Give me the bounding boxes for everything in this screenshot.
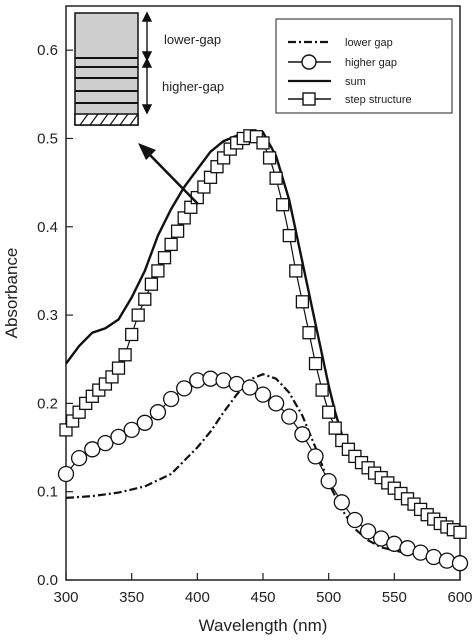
data-point-higher-gap [320,472,337,490]
series-layer [57,129,469,572]
data-point-step-structure [151,264,165,278]
y-ticks: 0.0 0.1 0.2 0.3 0.4 0.5 0.6 [37,42,73,589]
data-point-higher-gap [149,404,167,421]
x-tick-label: 600 [447,589,472,606]
data-point-higher-gap [294,426,311,443]
inset-box [74,12,139,126]
lower-gap-double-arrow [141,11,153,62]
data-point-step-structure [282,228,296,243]
data-point-higher-gap [110,428,127,446]
y-tick-label: 0.4 [37,219,58,236]
data-point-step-structure [170,224,185,238]
y-tick-label: 0.5 [37,130,58,147]
data-point-step-structure [315,383,329,397]
data-point-higher-gap [254,386,272,403]
y-tick-label: 0.1 [37,484,58,501]
y-axis-label: Absorbance [2,248,21,339]
data-point-higher-gap [70,449,88,467]
data-point-higher-gap [162,390,180,408]
data-point-step-structure [262,151,277,165]
data-point-step-structure [138,292,152,306]
data-point-step-structure [276,198,290,212]
data-point-higher-gap [267,395,285,412]
x-tick-label: 500 [316,589,341,606]
x-tick-label: 550 [382,589,407,606]
data-point-step-structure [295,295,310,309]
legend-label-sum: sum [345,76,366,88]
data-point-higher-gap [333,494,350,511]
data-point-step-structure [453,525,467,539]
data-point-step-structure [111,361,126,375]
data-point-step-structure [256,136,270,150]
legend-label-step-structure: step structure [345,94,412,106]
data-point-step-structure [144,277,159,291]
inset-diagram: lower-gap higher-gap [74,11,224,126]
data-point-higher-gap [84,441,101,458]
x-tick-label: 400 [185,589,210,606]
higher-gap-double-arrow [141,57,153,115]
inset-label-lower-gap: lower-gap [164,32,221,47]
data-point-higher-gap [438,552,456,569]
inset-label-higher-gap: higher-gap [162,79,224,94]
y-tick-label: 0.2 [37,395,58,412]
data-point-higher-gap [281,408,298,425]
data-point-higher-gap [57,465,75,483]
inset-substrate [74,113,139,126]
data-point-step-structure [289,264,303,278]
data-point-step-structure [302,326,316,340]
data-point-higher-gap [451,555,469,572]
legend-label-lower-gap: lower gap [345,37,393,49]
data-point-step-structure [118,348,132,362]
data-point-higher-gap [123,421,140,439]
data-point-step-structure [269,171,283,185]
data-point-step-structure [131,308,145,322]
data-point-higher-gap [136,414,153,431]
y-tick-label: 0.6 [37,42,58,59]
data-point-step-structure [164,237,178,252]
data-point-higher-gap [359,523,377,540]
data-point-higher-gap [307,448,324,465]
x-tick-label: 300 [53,589,78,606]
data-point-step-structure [322,405,336,419]
x-tick-label: 350 [119,589,144,606]
x-ticks: 300 350 400 450 500 550 600 [53,573,473,606]
data-point-step-structure [308,356,323,371]
legend: lower gap higher gap sum step structure [275,18,453,114]
data-point-higher-gap [176,380,193,397]
data-point-higher-gap [97,434,114,452]
y-tick-label: 0.0 [37,572,58,589]
legend-label-higher-gap: higher gap [345,57,397,69]
data-point-step-structure [125,327,139,342]
x-tick-label: 450 [250,589,275,606]
data-point-higher-gap [346,511,364,529]
y-tick-label: 0.3 [37,307,58,324]
series-line-lower-gap [65,373,461,559]
pointer-arrow [138,143,199,205]
legend-marker-step-structure [302,92,316,106]
data-point-higher-gap [241,379,259,396]
legend-marker-higher-gap [301,54,317,70]
data-point-step-structure [328,421,342,435]
data-point-step-structure [157,251,172,265]
x-axis-label: Wavelength (nm) [199,616,328,635]
inset-hatching [79,113,139,126]
